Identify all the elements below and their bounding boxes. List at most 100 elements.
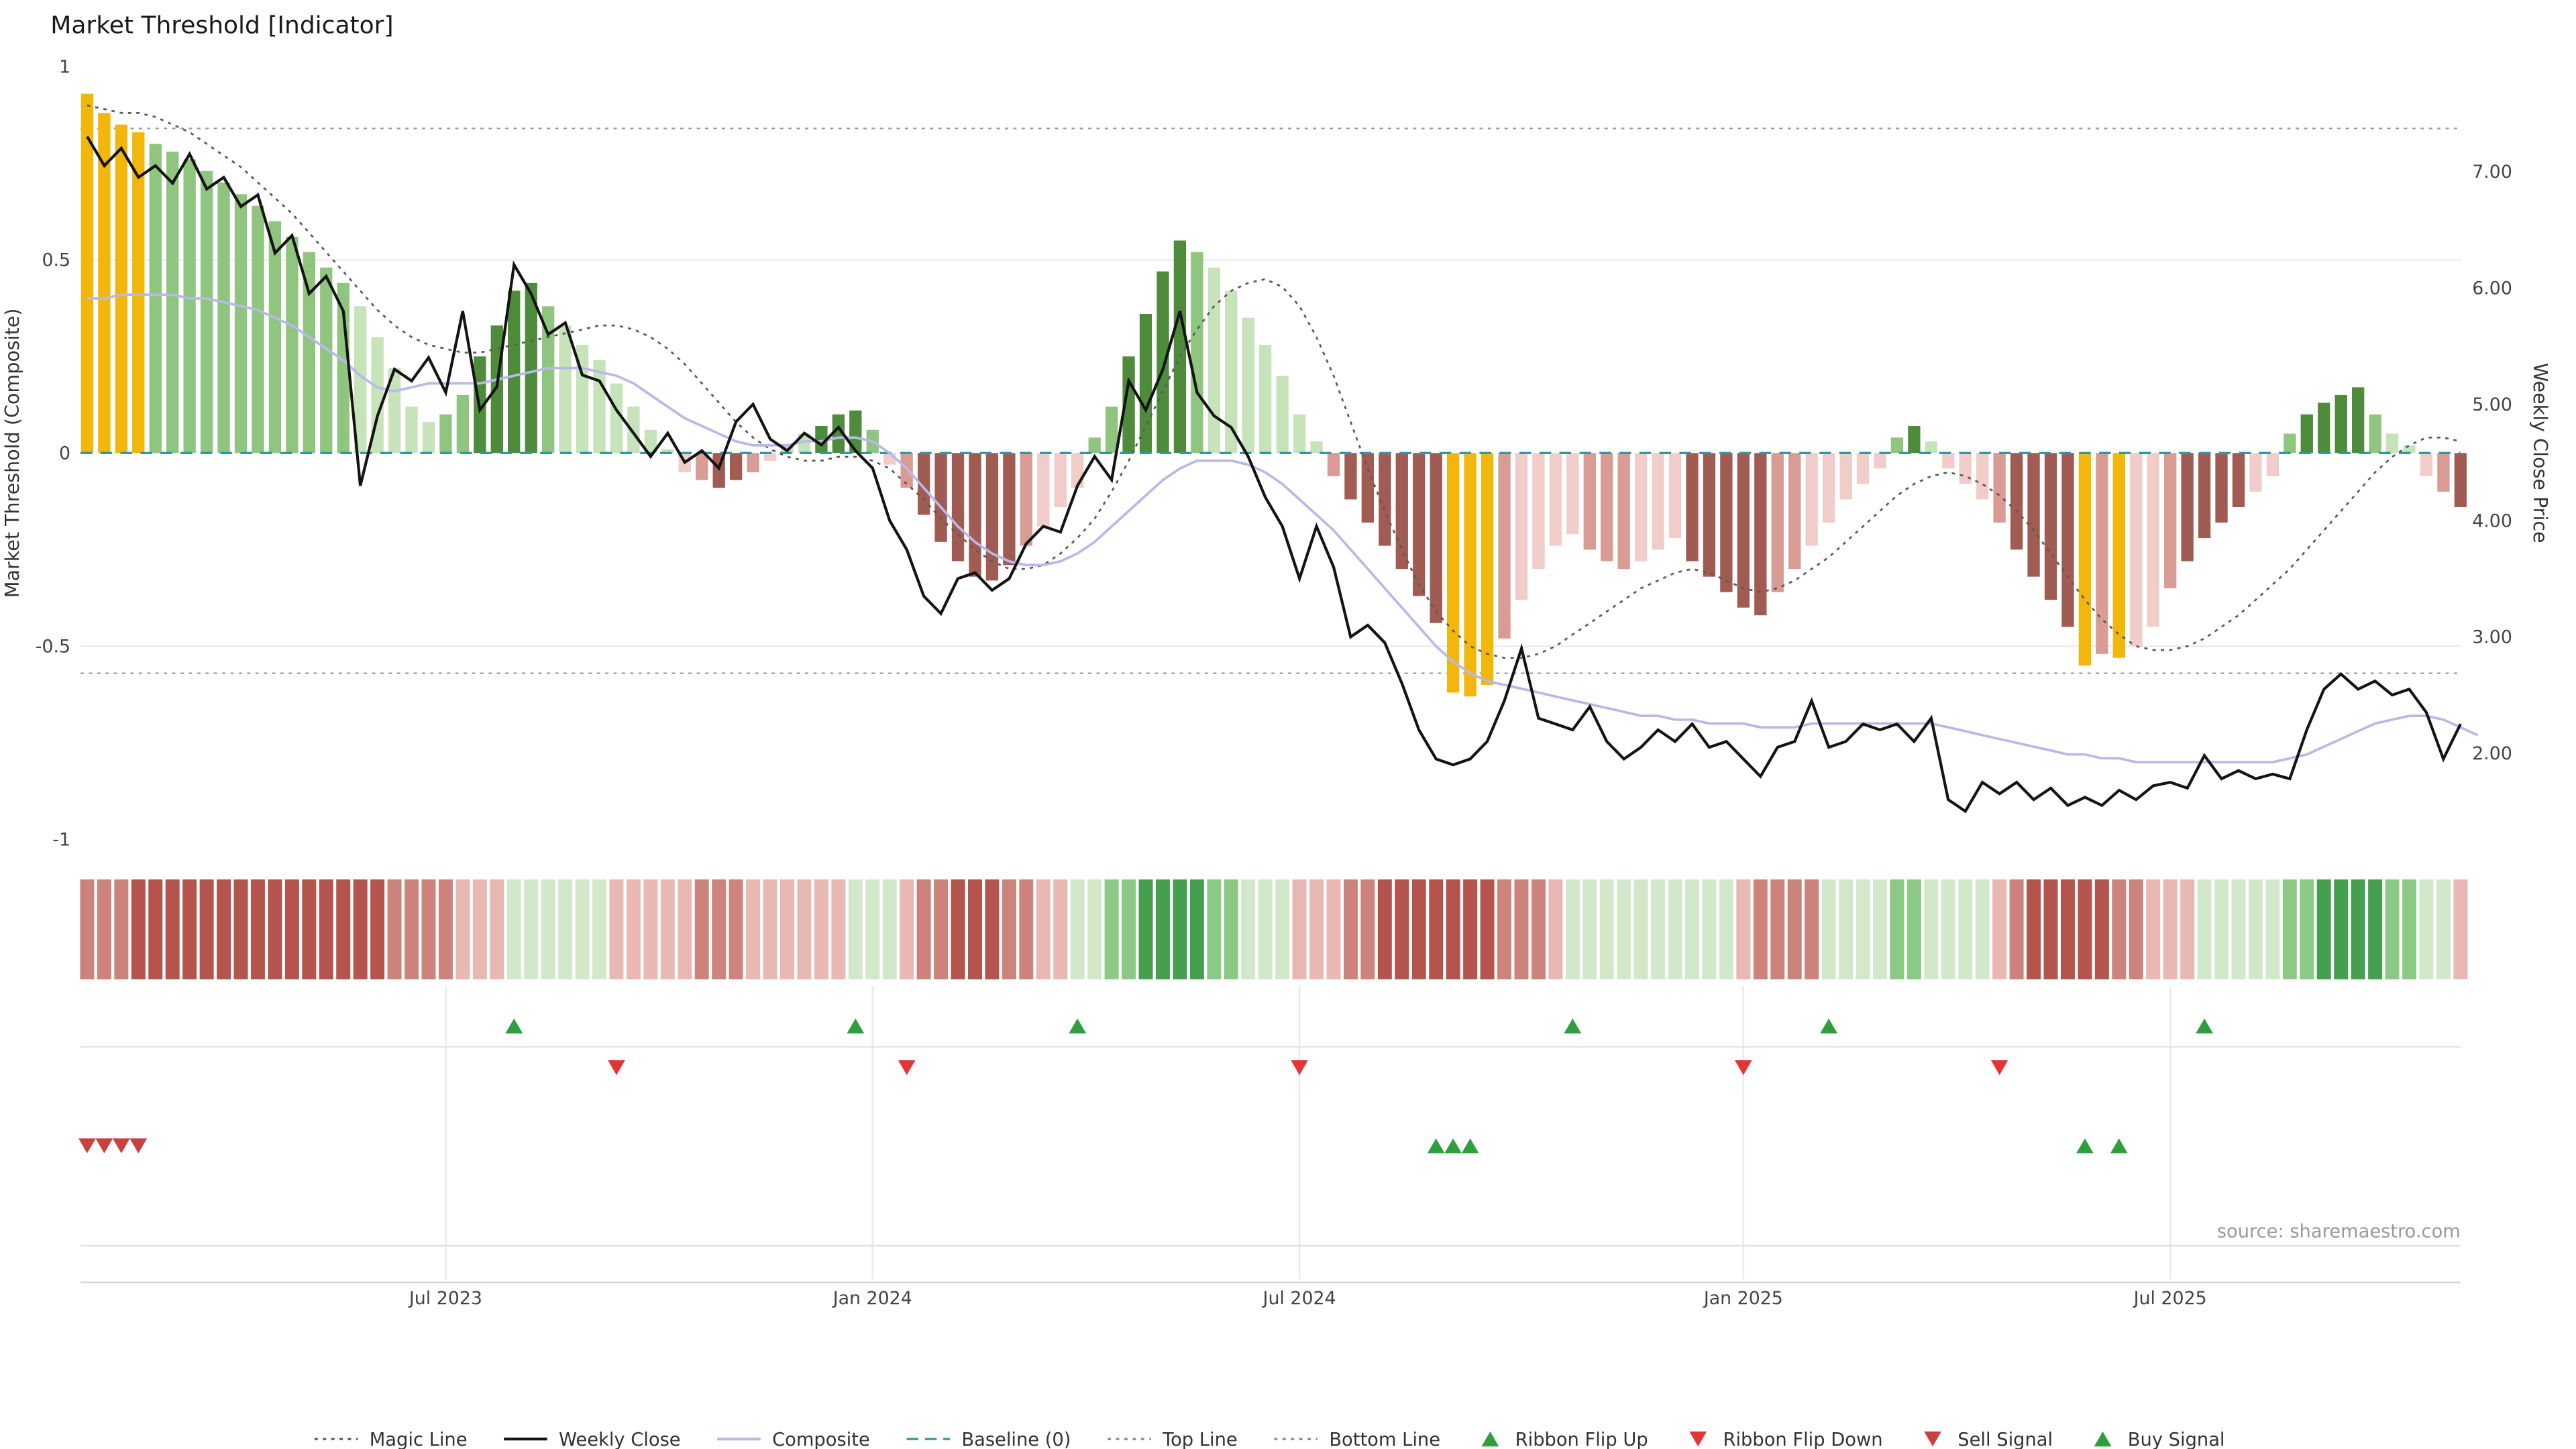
ribbon-cell — [1309, 879, 1324, 979]
threshold-bar — [849, 410, 862, 453]
x-tick-label: Jul 2025 — [2133, 1288, 2207, 1309]
threshold-bar — [2300, 414, 2313, 453]
threshold-bar — [303, 252, 315, 453]
ribbon-cell — [2453, 879, 2468, 979]
ribbon-cell — [2078, 879, 2092, 979]
legend-down-triangle-icon — [1924, 1431, 1941, 1447]
legend-down-triangle-icon — [1689, 1431, 1707, 1447]
ribbon-cell — [302, 879, 317, 979]
left-tick-label: 1 — [59, 57, 70, 78]
threshold-bar — [1737, 453, 1750, 608]
ribbon-cell — [2180, 879, 2195, 979]
ribbon-flip-down-marker — [898, 1060, 916, 1075]
threshold-bar — [1379, 453, 1391, 546]
threshold-bar — [1788, 453, 1801, 570]
right-tick-label: 4.00 — [2472, 511, 2512, 531]
ribbon-cell — [729, 879, 743, 979]
ribbon-cell — [1224, 879, 1238, 979]
threshold-bar — [2164, 453, 2177, 588]
ribbon-cell — [1907, 879, 1921, 979]
ribbon-cell — [1992, 879, 2007, 979]
threshold-bar — [798, 433, 811, 453]
threshold-bar — [1020, 453, 1032, 546]
ribbon-cell — [1941, 879, 1955, 979]
ribbon-cell — [336, 879, 351, 979]
right-tick-label: 7.00 — [2472, 162, 2512, 182]
threshold-bar — [1481, 453, 1494, 685]
threshold-bar — [2181, 453, 2194, 561]
threshold-bar — [1686, 453, 1699, 561]
threshold-bar — [2284, 433, 2296, 453]
ribbon-cell — [1207, 879, 1222, 979]
legend-item: Ribbon Flip Down — [1689, 1430, 1883, 1449]
ribbon-cell — [1155, 879, 1170, 979]
threshold-bar — [1191, 252, 1203, 453]
threshold-bar — [2130, 453, 2143, 647]
threshold-bar — [1583, 453, 1596, 550]
ribbon-cell — [746, 879, 761, 979]
threshold-bar — [985, 453, 999, 581]
threshold-bar — [1549, 453, 1562, 546]
legend-up-triangle-icon — [2094, 1431, 2112, 1447]
ribbon-cell — [592, 879, 607, 979]
sell-signal-marker — [78, 1138, 96, 1154]
ribbon-cell — [1565, 879, 1580, 979]
ribbon-cell — [1053, 879, 1068, 979]
ribbon-cell — [900, 879, 914, 979]
threshold-bar — [883, 453, 896, 465]
ribbon-cell — [1924, 879, 1939, 979]
ribbon-cell — [934, 879, 949, 979]
threshold-bar — [2266, 453, 2279, 476]
ribbon-flip-up-marker — [1069, 1018, 1087, 1034]
ribbon-flip-up-marker — [2196, 1018, 2213, 1034]
ribbon-cell — [1839, 879, 1854, 979]
buy-signal-marker — [1461, 1138, 1479, 1154]
buy-signal-marker — [2076, 1138, 2094, 1154]
right-tick-label: 5.00 — [2472, 394, 2512, 415]
threshold-bar — [439, 414, 452, 453]
threshold-bar — [490, 325, 503, 453]
ribbon-cell — [882, 879, 897, 979]
ribbon-cell — [2060, 879, 2075, 979]
threshold-bar — [98, 113, 111, 453]
legend-label: Weekly Close — [559, 1430, 681, 1449]
threshold-bar — [337, 282, 350, 453]
ribbon-cell — [1890, 879, 1904, 979]
ribbon-cell — [2334, 879, 2349, 979]
threshold-bar — [2027, 453, 2040, 577]
ribbon-cell — [1599, 879, 1614, 979]
threshold-bar — [2351, 387, 2365, 453]
threshold-bar — [1498, 453, 1511, 639]
chart-plot-area — [80, 93, 2479, 814]
left-tick-label: 0.5 — [42, 250, 70, 271]
ribbon-cell — [1821, 879, 1836, 979]
ribbon-cell — [1548, 879, 1563, 979]
ribbon-cell — [2112, 879, 2127, 979]
ribbon-cell — [780, 879, 794, 979]
ribbon-cell — [1104, 879, 1119, 979]
ribbon-cell — [558, 879, 573, 979]
ribbon-cell — [1463, 879, 1478, 979]
ribbon-cell — [1787, 879, 1802, 979]
ribbon-cell — [97, 879, 111, 979]
ribbon-cell — [131, 879, 146, 979]
ribbon-flip-up-marker — [505, 1018, 523, 1034]
legend-label: Ribbon Flip Down — [1723, 1430, 1882, 1449]
threshold-bar — [1071, 453, 1084, 488]
threshold-bar — [1242, 317, 1254, 453]
threshold-bar — [2078, 453, 2092, 666]
threshold-bar — [1225, 290, 1238, 453]
ribbon-cell — [575, 879, 590, 979]
ribbon-cell — [2300, 879, 2314, 979]
ribbon-cell — [182, 879, 197, 979]
legend-item: Sell Signal — [1924, 1430, 2053, 1449]
threshold-bar — [1122, 356, 1135, 453]
threshold-bar — [593, 360, 606, 453]
ribbon-cell — [1856, 879, 1870, 979]
ribbon-cell — [1395, 879, 1409, 979]
legend-label: Bottom Line — [1329, 1430, 1440, 1449]
threshold-bar — [354, 306, 367, 453]
buy-signal-marker — [2110, 1138, 2128, 1154]
threshold-bar — [832, 414, 845, 453]
threshold-bar — [1446, 453, 1460, 693]
